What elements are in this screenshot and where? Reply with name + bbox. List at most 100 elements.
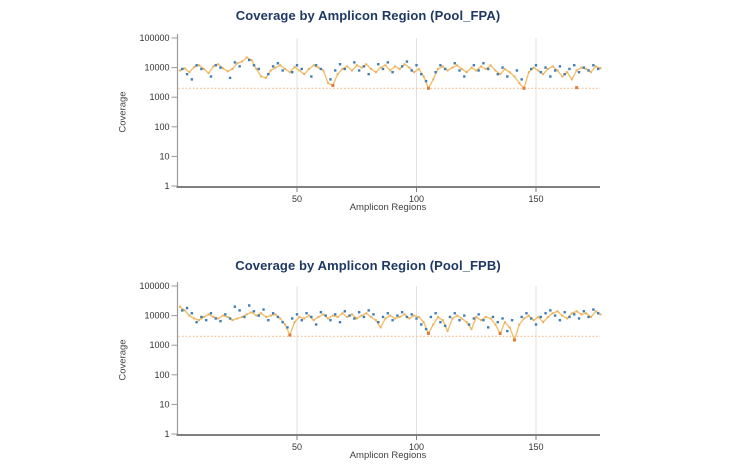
scatter-point [592, 64, 595, 67]
line-point-marker [599, 313, 602, 316]
line-point-marker [284, 323, 287, 326]
line-point-marker [207, 72, 210, 75]
line-point-marker [355, 64, 358, 67]
line-point-marker [374, 71, 377, 74]
scatter-point [405, 60, 409, 63]
scatter-point [530, 67, 533, 71]
line-point-marker [422, 321, 425, 324]
scatter-point [420, 72, 423, 76]
line-point-marker [274, 66, 277, 69]
scatter-point [563, 311, 566, 314]
scatter-point [195, 320, 198, 324]
line-point-marker [527, 314, 530, 317]
line-point-marker [484, 315, 487, 318]
line-point-marker [513, 75, 516, 78]
scatter-point [310, 75, 313, 78]
scatter-point [587, 69, 590, 72]
scatter-point [286, 326, 289, 329]
scatter-point [219, 319, 222, 323]
scatter-point [267, 72, 270, 76]
line-point-marker [327, 317, 330, 320]
scatter-point [228, 317, 232, 320]
line-point-marker [322, 69, 325, 72]
line-point-marker [398, 67, 401, 70]
line-point-marker [585, 312, 588, 315]
scatter-point [185, 306, 189, 310]
y-tick-label: 10 [159, 151, 169, 161]
line-point-marker [556, 310, 559, 313]
line-point-marker [226, 315, 229, 318]
x-tick-label: 150 [528, 442, 543, 452]
line-point-marker [437, 315, 440, 318]
scatter-point [530, 317, 533, 320]
line-point-marker [465, 321, 468, 324]
scatter-point [262, 308, 265, 311]
line-point-marker [441, 65, 444, 68]
scatter-point [544, 66, 547, 69]
line-point-marker [374, 319, 377, 322]
x-tick-label: 50 [292, 442, 302, 452]
scatter-point [267, 318, 270, 322]
line-point-marker [413, 71, 416, 74]
line-point-marker [446, 69, 449, 72]
line-point-marker [460, 317, 463, 320]
line-point-marker [360, 66, 363, 69]
scatter-point [510, 318, 514, 322]
scatter-point [257, 67, 260, 71]
line-point-marker [594, 310, 597, 313]
line-point-marker [193, 317, 196, 320]
x-tick-label: 50 [292, 194, 302, 204]
scatter-point [463, 75, 466, 78]
y-tick-label: 10000 [144, 311, 169, 321]
scatter-point [596, 312, 600, 315]
scatter-point [563, 72, 566, 76]
line-point-marker [241, 315, 244, 318]
scatter-point [434, 70, 437, 74]
x-axis-label-pool-fpb: Amplicon Regions [349, 450, 427, 461]
scatter-point [424, 79, 428, 83]
line-point-marker [570, 312, 573, 315]
line-point-marker [417, 67, 420, 70]
line-point-marker [288, 71, 291, 74]
line-point-marker [451, 66, 454, 69]
line-point-marker [202, 67, 205, 70]
line-point-marker [360, 314, 363, 317]
line-point-marker [537, 315, 540, 318]
scatter-point [420, 323, 423, 326]
scatter-point [343, 310, 346, 313]
scatter-point [214, 317, 217, 320]
line-point-marker [470, 66, 473, 69]
line-point-marker [255, 67, 258, 70]
scatter-point [238, 65, 241, 68]
scatter-point [319, 311, 323, 314]
line-point-marker [494, 69, 497, 72]
scatter-point [381, 315, 385, 319]
line-point-marker [456, 314, 459, 317]
line-point-marker [546, 315, 549, 318]
scatter-point [372, 313, 375, 316]
scatter-point [453, 62, 456, 65]
scatter-point [190, 78, 194, 81]
line-point-marker [518, 82, 521, 85]
line-point-marker [269, 69, 272, 72]
scatter-point [219, 66, 222, 69]
scatter-point [539, 70, 542, 74]
scatter-point [577, 317, 581, 320]
line-point-marker [279, 317, 282, 320]
line-point-marker [422, 75, 425, 78]
scatter-point [549, 75, 552, 78]
line-point-marker [480, 65, 483, 68]
scatter-point [338, 63, 342, 66]
line-point-marker [250, 311, 253, 314]
scatter-point [487, 67, 490, 71]
line-point-marker [398, 315, 401, 318]
line-point-marker [460, 67, 463, 70]
line-point-marker [336, 73, 339, 76]
line-point-marker [264, 315, 267, 318]
line-point-marker [217, 317, 220, 320]
line-point-marker [527, 71, 530, 74]
line-point-marker [183, 309, 186, 312]
line-point-marker [307, 67, 310, 70]
line-point-marker [518, 323, 521, 326]
